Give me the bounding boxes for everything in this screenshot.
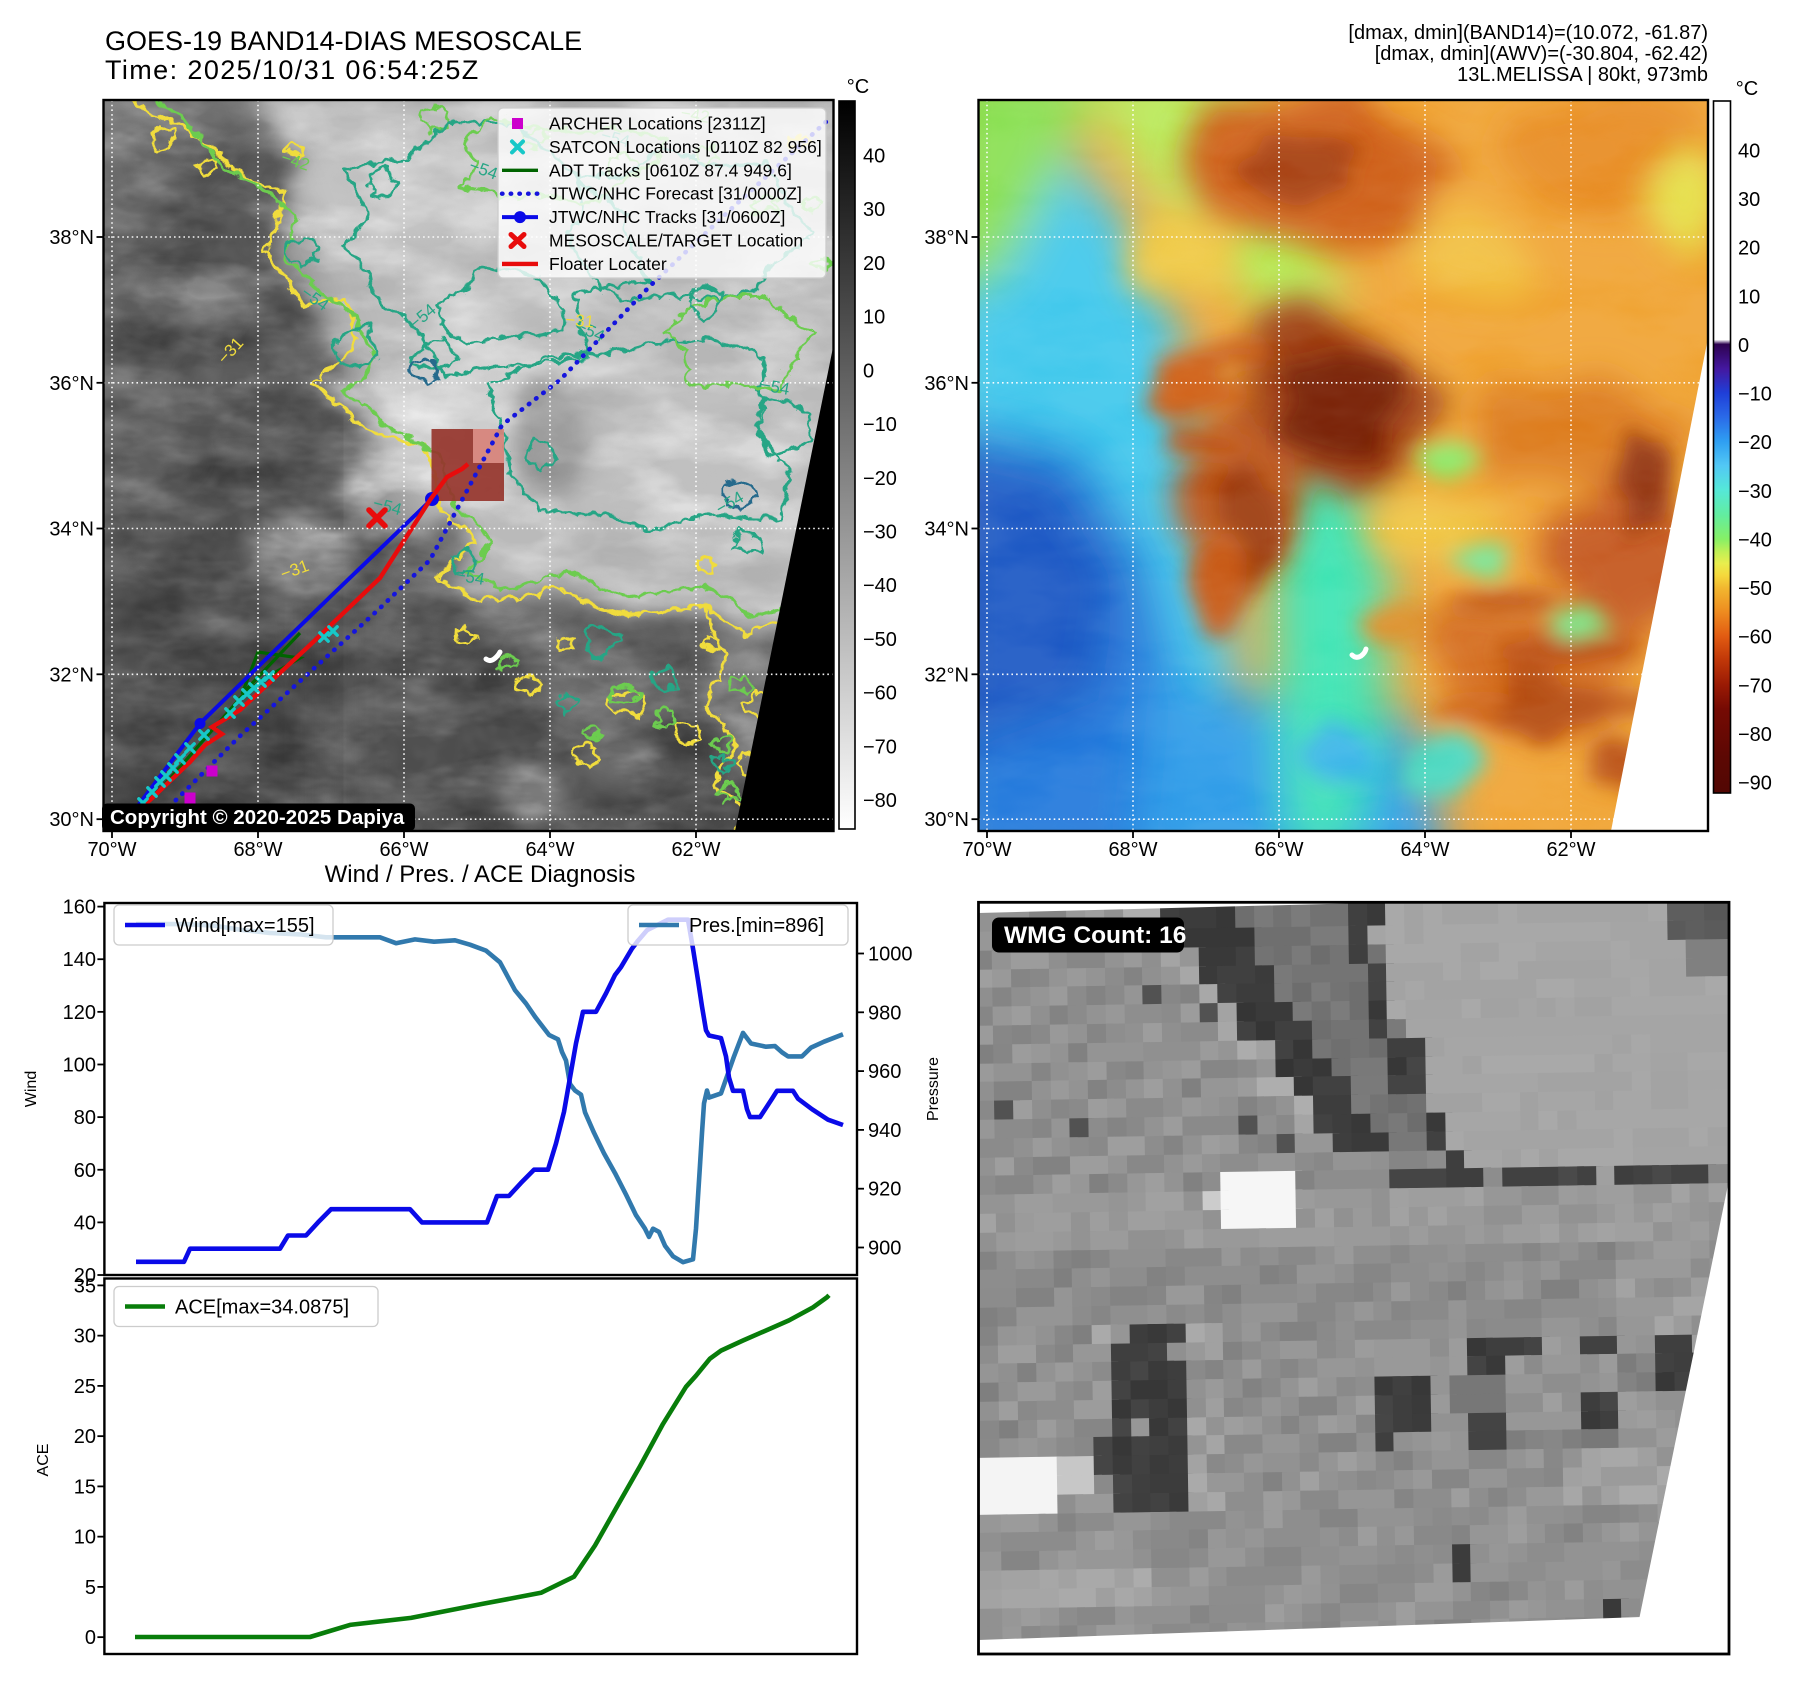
svg-text:−60: −60	[863, 683, 897, 705]
svg-text:34°N: 34°N	[924, 519, 969, 541]
svg-text:WMG Count: 16: WMG Count: 16	[1004, 922, 1186, 949]
svg-text:−20: −20	[863, 468, 897, 490]
svg-text:−10: −10	[863, 414, 897, 436]
svg-text:25: 25	[74, 1376, 96, 1398]
svg-text:920: 920	[868, 1179, 901, 1201]
svg-text:70°W: 70°W	[87, 839, 136, 861]
svg-text:−10: −10	[1738, 384, 1772, 406]
svg-text:°C: °C	[847, 76, 869, 98]
svg-text:30°N: 30°N	[924, 809, 969, 831]
svg-text:−90: −90	[1738, 773, 1772, 795]
svg-text:Pressure: Pressure	[925, 1057, 942, 1121]
svg-text:0: 0	[863, 360, 874, 382]
svg-text:0: 0	[1738, 335, 1749, 357]
svg-text:JTWC/NHC Forecast [31/0000Z]: JTWC/NHC Forecast [31/0000Z]	[549, 184, 802, 204]
svg-text:Time: 2025/10/31 06:54:25Z: Time: 2025/10/31 06:54:25Z	[105, 55, 480, 85]
svg-text:Floater Locater: Floater Locater	[549, 254, 667, 274]
svg-text:Wind[max=155]: Wind[max=155]	[175, 915, 315, 937]
svg-text:10: 10	[863, 307, 885, 329]
svg-text:62°W: 62°W	[1546, 839, 1595, 861]
svg-text:15: 15	[74, 1476, 96, 1498]
svg-text:[dmax, dmin](AWV)=(-30.804, -6: [dmax, dmin](AWV)=(-30.804, -62.42)	[1375, 43, 1708, 65]
svg-text:66°W: 66°W	[379, 839, 428, 861]
svg-text:40: 40	[863, 145, 885, 167]
svg-text:20: 20	[1738, 238, 1760, 260]
svg-text:30: 30	[74, 1326, 96, 1348]
svg-text:Pres.[min=896]: Pres.[min=896]	[689, 915, 824, 937]
svg-text:°C: °C	[1736, 78, 1758, 100]
svg-text:120: 120	[63, 1002, 96, 1024]
svg-text:80: 80	[74, 1107, 96, 1129]
svg-text:66°W: 66°W	[1254, 839, 1303, 861]
svg-text:60: 60	[74, 1160, 96, 1182]
svg-text:20: 20	[74, 1265, 96, 1287]
svg-text:100: 100	[63, 1054, 96, 1076]
svg-text:−70: −70	[1738, 675, 1772, 697]
svg-text:1000: 1000	[868, 944, 913, 966]
svg-text:10: 10	[1738, 286, 1760, 308]
svg-text:160: 160	[63, 897, 96, 919]
svg-text:−54: −54	[759, 375, 791, 399]
svg-text:−54: −54	[454, 565, 486, 589]
svg-text:−50: −50	[863, 629, 897, 651]
svg-text:68°W: 68°W	[233, 839, 282, 861]
svg-text:38°N: 38°N	[924, 227, 969, 249]
svg-text:13L.MELISSA | 80kt, 973mb: 13L.MELISSA | 80kt, 973mb	[1457, 64, 1708, 86]
svg-text:960: 960	[868, 1061, 901, 1083]
svg-text:62°W: 62°W	[671, 839, 720, 861]
svg-text:−30: −30	[863, 522, 897, 544]
svg-text:−20: −20	[1738, 432, 1772, 454]
svg-text:−31: −31	[565, 310, 595, 331]
svg-text:Copyright © 2020-2025 Dapiya: Copyright © 2020-2025 Dapiya	[110, 806, 405, 829]
svg-text:−60: −60	[1738, 627, 1772, 649]
svg-text:20: 20	[863, 253, 885, 275]
svg-text:64°W: 64°W	[1400, 839, 1449, 861]
svg-text:5: 5	[85, 1577, 96, 1599]
svg-text:940: 940	[868, 1120, 901, 1142]
svg-text:0: 0	[85, 1627, 96, 1649]
svg-text:−30: −30	[1738, 481, 1772, 503]
svg-text:ACE: ACE	[35, 1444, 52, 1477]
svg-text:Wind: Wind	[23, 1071, 40, 1107]
svg-text:900: 900	[868, 1238, 901, 1260]
svg-text:20: 20	[74, 1426, 96, 1448]
svg-text:30: 30	[863, 199, 885, 221]
svg-text:35: 35	[74, 1275, 96, 1297]
svg-text:[dmax, dmin](BAND14)=(10.072,: [dmax, dmin](BAND14)=(10.072, -61.87)	[1348, 22, 1708, 44]
svg-text:30°N: 30°N	[49, 809, 94, 831]
svg-text:64°W: 64°W	[525, 839, 574, 861]
svg-text:30: 30	[1738, 189, 1760, 211]
svg-text:ACE[max=34.0875]: ACE[max=34.0875]	[175, 1297, 349, 1319]
svg-text:GOES-19 BAND14-DIAS MESOSCALE: GOES-19 BAND14-DIAS MESOSCALE	[105, 26, 582, 56]
svg-text:34°N: 34°N	[49, 519, 94, 541]
svg-text:40: 40	[74, 1212, 96, 1234]
svg-text:−50: −50	[1738, 578, 1772, 600]
svg-text:JTWC/NHC Tracks [31/0600Z]: JTWC/NHC Tracks [31/0600Z]	[549, 207, 785, 227]
svg-text:36°N: 36°N	[49, 373, 94, 395]
svg-text:32°N: 32°N	[924, 664, 969, 686]
svg-text:−80: −80	[863, 790, 897, 812]
svg-text:68°W: 68°W	[1108, 839, 1157, 861]
svg-text:−40: −40	[863, 575, 897, 597]
svg-text:−80: −80	[1738, 724, 1772, 746]
svg-text:SATCON Locations [0110Z 82 956: SATCON Locations [0110Z 82 956]	[549, 137, 822, 157]
svg-text:−40: −40	[1738, 529, 1772, 551]
svg-text:40: 40	[1738, 141, 1760, 163]
svg-text:140: 140	[63, 949, 96, 971]
svg-text:36°N: 36°N	[924, 373, 969, 395]
svg-text:ARCHER Locations [2311Z]: ARCHER Locations [2311Z]	[549, 114, 766, 134]
svg-text:980: 980	[868, 1002, 901, 1024]
svg-text:32°N: 32°N	[49, 664, 94, 686]
svg-text:38°N: 38°N	[49, 227, 94, 249]
svg-text:10: 10	[74, 1527, 96, 1549]
svg-text:Wind / Pres. / ACE Diagnosis: Wind / Pres. / ACE Diagnosis	[325, 861, 636, 888]
svg-text:70°W: 70°W	[962, 839, 1011, 861]
svg-text:ADT Tracks [0610Z 87.4 949.6]: ADT Tracks [0610Z 87.4 949.6]	[549, 160, 792, 180]
svg-text:MESOSCALE/TARGET Location: MESOSCALE/TARGET Location	[549, 231, 803, 251]
svg-text:−70: −70	[863, 736, 897, 758]
